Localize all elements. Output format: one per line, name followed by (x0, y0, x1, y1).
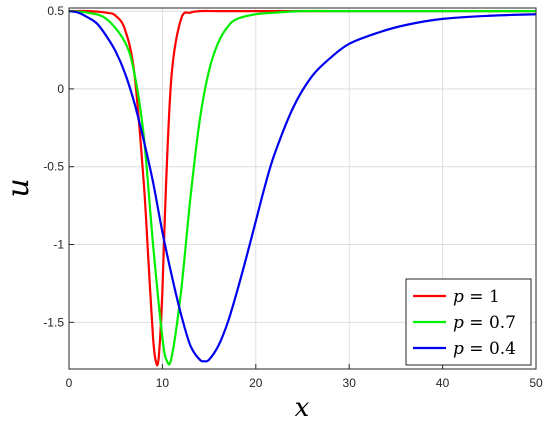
legend-variable: p (453, 313, 464, 333)
legend-entry-label: p = 1 (453, 287, 500, 307)
series-layer (68, 9, 537, 367)
y-tick-label: 0 (57, 82, 64, 96)
legend-entry-label: p = 0.4 (453, 339, 516, 359)
legend-value: 0.7 (489, 313, 516, 333)
legend-variable: p (453, 339, 464, 359)
series-line-2 (68, 9, 536, 366)
x-tick-label: 40 (436, 376, 450, 390)
y-tick-label: -1.5 (43, 315, 64, 329)
legend-value: 1 (489, 287, 500, 307)
x-tick-label: 10 (156, 376, 170, 390)
x-tick-label: 50 (529, 376, 543, 390)
y-axis-label: u (1, 178, 36, 197)
y-tick-label: -0.5 (43, 160, 64, 174)
y-tick-labels: 0.5 0 -0.5 -1 -1.5 (43, 4, 64, 329)
x-tick-label: 30 (343, 376, 357, 390)
plot-frame (68, 7, 537, 370)
legend-value: 0.4 (489, 339, 516, 359)
series-line-1 (68, 9, 536, 367)
legend: p = 1 p = 0.7 p = 0.4 (405, 278, 532, 366)
x-tick-label: 0 (66, 376, 73, 390)
y-tick-label: 0.5 (47, 4, 64, 18)
series-line-3 (68, 10, 537, 363)
x-tick-labels: 0 10 20 30 40 50 (66, 376, 543, 390)
x-axis-label: x (295, 393, 310, 423)
y-tick-label: -1 (53, 238, 64, 252)
x-tick-label: 20 (249, 376, 263, 390)
legend-entry-label: p = 0.7 (453, 313, 516, 333)
legend-variable: p (453, 287, 464, 307)
